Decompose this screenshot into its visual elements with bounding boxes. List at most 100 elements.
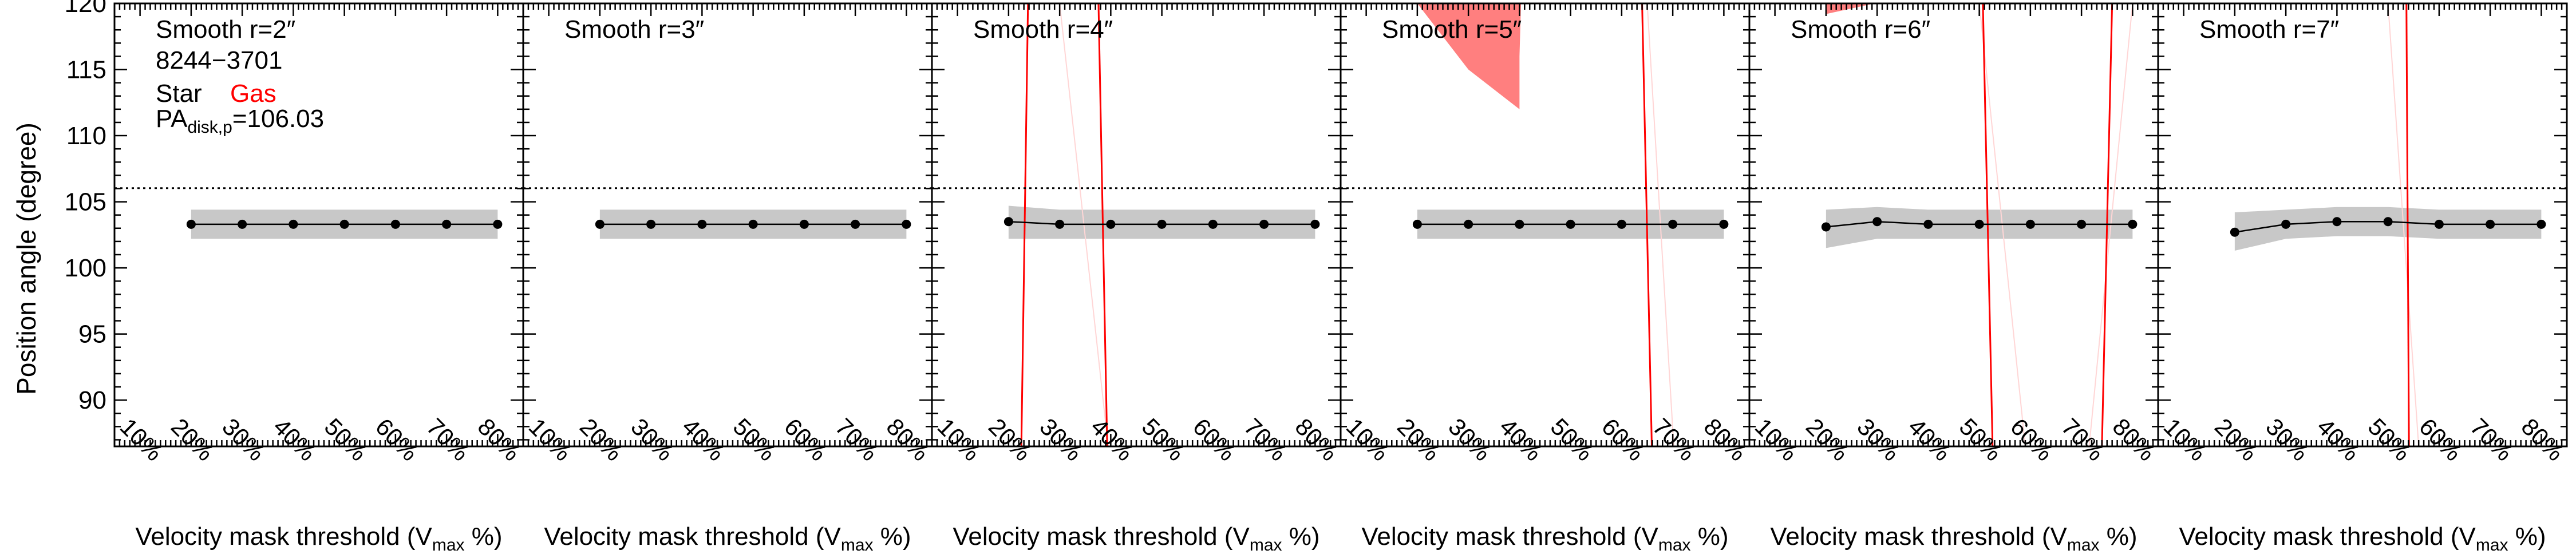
star-data-point (1208, 219, 1218, 229)
x-tick-label: 60% (779, 413, 832, 466)
y-tick-label: 90 (78, 386, 106, 414)
x-tick-label: 60% (370, 413, 424, 466)
x-tick-label: 40% (1086, 413, 1139, 466)
star-data-point (1617, 219, 1626, 229)
x-axis-label: Velocity mask threshold (Vmax %) (2179, 523, 2546, 555)
x-tick-label: 50% (728, 413, 781, 466)
y-tick-label: 95 (78, 320, 106, 349)
panel-title: Smooth r=5″ (1382, 15, 1522, 43)
star-data-point (1412, 219, 1422, 229)
pa-label-value: =106.03 (232, 105, 324, 133)
x-tick-label: 80% (2516, 413, 2570, 466)
pa-disk-label: PAdisk,p=106.03 (156, 105, 324, 137)
star-data-point (1464, 219, 1473, 229)
y-tick-label: 105 (65, 188, 106, 216)
panel-2-plot-area (523, 187, 932, 239)
x-axis-label: Velocity mask threshold (Vmax %) (544, 523, 911, 555)
panel-2: 10%20%30%40%50%60%70%80% Smooth r=3″ Veloc… (522, 2, 935, 555)
panel-1-annotations: 8244−3701 Star Gas PAdisk,p=106.03 (156, 46, 324, 137)
x-tick-label: 40% (1903, 413, 1957, 466)
x-axis-label: Velocity mask threshold (Vmax %) (135, 523, 502, 555)
star-data-point (2383, 217, 2393, 227)
panel-5: 10%20%30%40%50%60%70%80% Smooth r=6″ Veloc… (1748, 2, 2160, 555)
star-data-point (1157, 219, 1167, 229)
x-tick-label: 60% (2005, 413, 2059, 466)
panel-1-plot-area (114, 187, 523, 239)
panel-title: Smooth r=2″ (156, 15, 295, 43)
x-tick-label: 30% (1034, 413, 1088, 466)
x-tick-label: 10% (933, 413, 986, 466)
x-tick-label: 80% (882, 413, 935, 466)
x-tick-label: 40% (677, 413, 730, 466)
x-axis-label: Velocity mask threshold (Vmax %) (1770, 523, 2137, 555)
star-data-point (1106, 219, 1116, 229)
star-data-point (390, 219, 400, 229)
gas-fill-region (1417, 3, 1522, 109)
x-tick-label: 70% (2465, 413, 2518, 466)
x-tick-label: 30% (626, 413, 679, 466)
pa-label-prefix: PA (156, 105, 188, 133)
star-data-point (1872, 217, 1882, 227)
x-tick-label: 20% (2210, 413, 2263, 466)
x-tick-label: 50% (1137, 413, 1190, 466)
y-tick-label: 115 (66, 56, 106, 84)
x-tick-label: 10% (2159, 413, 2212, 466)
x-tick-label: 50% (319, 413, 373, 466)
x-tick-label: 70% (1647, 413, 1701, 466)
panel-6: 10%20%30%40%50%60%70%80%Smooth r=7″Veloc… (2157, 2, 2570, 555)
star-data-point (2486, 219, 2495, 229)
gas-line (2405, 3, 2410, 446)
x-tick-label: 40% (2312, 413, 2365, 466)
star-data-point (1055, 219, 1065, 229)
star-data-point (238, 219, 247, 229)
x-tick-label: 20% (983, 413, 1037, 466)
panels: 909510010511011512010%20%30%40%50%60%70%… (65, 0, 2570, 555)
star-data-point (2537, 219, 2546, 229)
legend-gas-label: Gas (230, 80, 276, 108)
star-data-point (1310, 219, 1320, 229)
star-data-point (1923, 219, 1933, 229)
star-error-band (2234, 207, 2542, 251)
star-data-point (493, 219, 503, 229)
panel-3: 10%20%30%40%50%60%70%80% Smooth r=4″ Veloc… (931, 2, 1343, 555)
x-tick-label: 80% (473, 413, 526, 466)
x-tick-label: 10% (524, 413, 577, 466)
star-data-point (2077, 219, 2087, 229)
star-data-point (595, 219, 605, 229)
panel-4: 10%20%30%40%50%60%70%80% Smooth r=5″ Veloc… (1340, 2, 1752, 555)
star-data-point (339, 219, 349, 229)
x-tick-label: 20% (1392, 413, 1445, 466)
star-data-point (1566, 219, 1575, 229)
x-tick-label: 70% (1239, 413, 1292, 466)
gas-faint-line (2387, 3, 2420, 446)
x-tick-label: 10% (1341, 413, 1394, 466)
x-tick-label: 70% (830, 413, 883, 466)
x-tick-label: 30% (1443, 413, 1496, 466)
star-data-point (748, 219, 758, 229)
panel-4-plot-area (1341, 3, 1749, 446)
x-tick-label: 40% (268, 413, 322, 466)
panel-6-plot-area (2158, 3, 2567, 446)
panel-1: 90 95 100 105 110 115 120 10%20%30%40%50%60%70%… (65, 0, 526, 555)
panel-title: Smooth r=7″ (2199, 15, 2339, 43)
star-data-point (2230, 227, 2239, 237)
galaxy-id-label: 8244−3701 (156, 46, 282, 74)
x-tick-label: 10% (115, 413, 168, 466)
y-axis-label: Position angle (degree) (11, 122, 41, 395)
star-data-point (2434, 219, 2444, 229)
x-tick-label: 20% (166, 413, 219, 466)
star-data-point (2281, 219, 2291, 229)
x-axis-label: Velocity mask threshold (Vmax %) (1361, 523, 1728, 555)
panel-title: Smooth r=3″ (564, 15, 704, 43)
star-data-point (902, 219, 911, 229)
star-data-point (646, 219, 656, 229)
x-tick-label: 60% (1597, 413, 1650, 466)
star-data-point (2332, 217, 2342, 227)
star-data-point (1974, 219, 1984, 229)
x-tick-label: 40% (1495, 413, 1548, 466)
star-data-point (186, 219, 196, 229)
star-data-point (1259, 219, 1269, 229)
x-tick-label: 30% (217, 413, 270, 466)
star-data-point (799, 219, 809, 229)
